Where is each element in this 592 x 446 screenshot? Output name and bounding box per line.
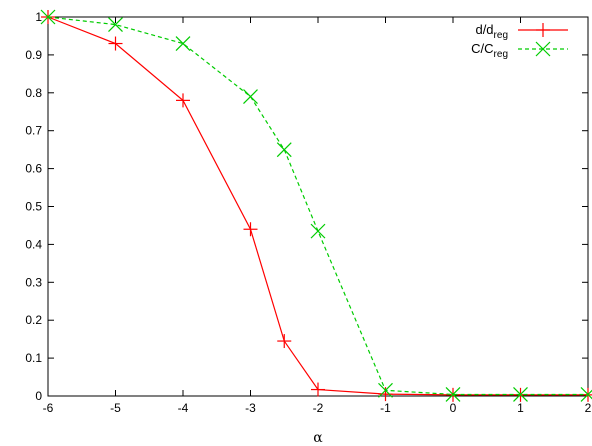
y-tick-label: 0.6 — [25, 162, 42, 176]
y-tick-label: 0.9 — [25, 48, 42, 62]
series-line-1 — [47, 16, 588, 396]
x-tick-label: -1 — [380, 401, 391, 415]
marker-stroke — [310, 223, 326, 239]
y-tick-label: 0.4 — [25, 237, 42, 251]
marker-stroke — [175, 36, 191, 51]
data-point-series-0 — [311, 382, 325, 397]
data-point-series-1 — [310, 223, 326, 239]
data-point-series-1 — [40, 9, 56, 25]
data-point-series-0 — [108, 36, 123, 51]
marker-stroke — [513, 387, 528, 402]
data-point-series-0 — [277, 334, 292, 349]
data-point-series-1 — [243, 89, 258, 105]
legend-name: C/C — [471, 41, 493, 56]
legend-subscript: reg — [494, 30, 508, 41]
x-tick-label: 0 — [450, 401, 457, 415]
x-tick-label: 1 — [517, 401, 524, 415]
x-tick-label: -5 — [110, 401, 121, 415]
marker-stroke — [40, 9, 56, 25]
marker-stroke — [535, 41, 551, 57]
y-tick-label: 0.7 — [25, 124, 42, 138]
data-point-series-0 — [176, 93, 190, 108]
x-tick-label: -4 — [178, 401, 189, 415]
legend-subscript: reg — [494, 49, 508, 60]
legend-label-0: d/dreg — [475, 22, 508, 41]
plot-frame — [47, 16, 589, 397]
y-tick-label: 0 — [35, 389, 42, 403]
data-point-series-1 — [378, 382, 393, 398]
y-axis-ticks: 0 0.1 0.2 0.3 0.4 0.5 0.6 0.7 0.8 0.9 1 — [25, 10, 588, 403]
x-tick-label: -3 — [245, 401, 256, 415]
marker-stroke — [108, 17, 123, 33]
legend-name: d/d — [475, 22, 493, 37]
data-point-series-0 — [243, 222, 258, 237]
marker-stroke — [580, 389, 592, 402]
data-point-series-1 — [513, 387, 528, 402]
y-tick-label: 0.8 — [25, 86, 42, 100]
x-tick-label: 2 — [585, 401, 592, 415]
legend-label-1: C/Creg — [471, 41, 508, 60]
marker-stroke — [445, 387, 461, 402]
x-axis-label: α — [313, 430, 323, 446]
data-point-series-1 — [276, 142, 292, 158]
x-tick-label: -6 — [43, 401, 54, 415]
x-tick-label: -2 — [313, 401, 324, 415]
data-point-series-1 — [175, 36, 191, 51]
data-point-series-1 — [445, 387, 461, 402]
y-tick-label: 0.5 — [25, 200, 42, 214]
legend-marker-1 — [535, 41, 551, 57]
legend-marker-0 — [536, 23, 550, 37]
marker-stroke — [378, 382, 393, 398]
marker-stroke — [276, 142, 292, 158]
y-tick-label: 0.2 — [25, 313, 42, 327]
series-layer — [40, 9, 592, 402]
marker-stroke — [243, 89, 258, 105]
x-axis-ticks: -6 -5 -4 -3 -2 -1 0 1 2 — [43, 17, 592, 415]
data-point-series-1 — [580, 387, 592, 402]
y-tick-label: 0.1 — [25, 351, 42, 365]
data-point-series-1 — [108, 17, 123, 33]
y-tick-label: 1 — [35, 10, 42, 24]
y-tick-label: 0.3 — [25, 275, 42, 289]
series-line-0 — [47, 16, 588, 396]
